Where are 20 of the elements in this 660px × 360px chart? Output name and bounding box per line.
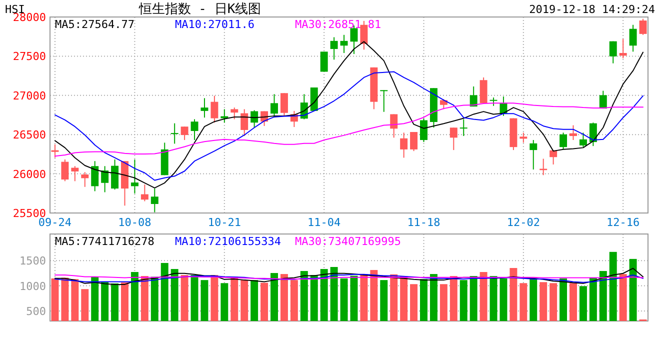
x-tick-label: 09-24 — [38, 216, 72, 229]
y-tick-label: 26000 — [12, 168, 46, 181]
x-tick-label: 10-08 — [118, 216, 152, 229]
line-series — [54, 268, 644, 285]
y-tick-label: 1500 — [20, 254, 46, 268]
y-tick-label: 26500 — [12, 128, 46, 142]
x-tick-label: 10-21 — [208, 216, 241, 229]
legend: MA5:77411716278 MA10:72106155334 MA30:73407169995 — [55, 235, 401, 248]
x-tick-label: 11-18 — [407, 216, 440, 229]
x-tick-label: 12-16 — [606, 216, 640, 229]
chart-title: 恒生指数 - 日K线图 — [138, 2, 262, 17]
y-tick-label: 500 — [26, 304, 46, 318]
text: 2019-12-18 14:29:24 — [529, 3, 656, 16]
y-tick-label: 27500 — [12, 50, 46, 64]
y-tick-label: 1000 — [20, 280, 46, 293]
x-tick-label: 11-04 — [308, 216, 342, 229]
y-tick-label: 27000 — [12, 89, 46, 102]
line-series — [54, 71, 644, 181]
line-series — [54, 274, 644, 283]
x-tick-label: 12-02 — [506, 216, 540, 229]
